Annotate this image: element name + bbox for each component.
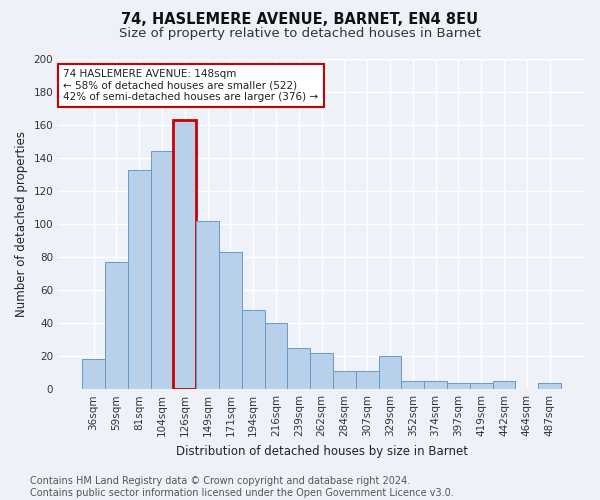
Bar	[493, 381, 515, 389]
Bar	[447, 382, 470, 389]
Bar	[173, 120, 196, 389]
Bar	[356, 371, 379, 389]
Bar	[287, 348, 310, 389]
Bar	[333, 371, 356, 389]
Bar	[424, 381, 447, 389]
Bar	[401, 381, 424, 389]
Bar	[379, 356, 401, 389]
Bar	[105, 262, 128, 389]
Text: 74, HASLEMERE AVENUE, BARNET, EN4 8EU: 74, HASLEMERE AVENUE, BARNET, EN4 8EU	[121, 12, 479, 28]
Bar	[82, 360, 105, 389]
Bar	[151, 152, 173, 389]
Text: Contains HM Land Registry data © Crown copyright and database right 2024.
Contai: Contains HM Land Registry data © Crown c…	[30, 476, 454, 498]
Y-axis label: Number of detached properties: Number of detached properties	[15, 131, 28, 317]
Text: 74 HASLEMERE AVENUE: 148sqm
← 58% of detached houses are smaller (522)
42% of se: 74 HASLEMERE AVENUE: 148sqm ← 58% of det…	[64, 69, 319, 102]
Bar	[128, 170, 151, 389]
X-axis label: Distribution of detached houses by size in Barnet: Distribution of detached houses by size …	[176, 444, 467, 458]
Bar	[310, 353, 333, 389]
Bar	[219, 252, 242, 389]
Text: Size of property relative to detached houses in Barnet: Size of property relative to detached ho…	[119, 28, 481, 40]
Bar	[196, 221, 219, 389]
Bar	[265, 323, 287, 389]
Bar	[470, 382, 493, 389]
Bar	[242, 310, 265, 389]
Bar	[538, 382, 561, 389]
